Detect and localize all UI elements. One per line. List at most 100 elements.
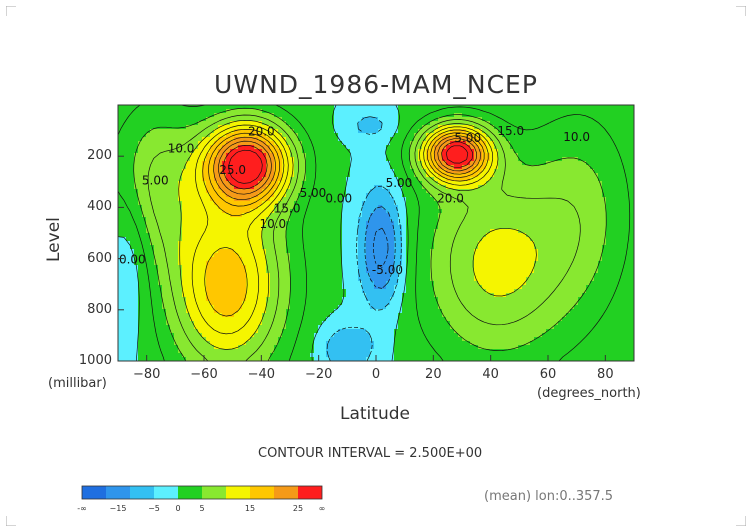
contour-fill-cell <box>582 217 587 222</box>
contour-fill-cell <box>402 233 407 238</box>
contour-fill-cell <box>290 249 295 254</box>
contour-fill-cell <box>134 137 139 142</box>
contour-fill-cell <box>466 109 471 114</box>
contour-fill-cell <box>614 201 619 206</box>
contour-fill-cell <box>618 189 623 194</box>
contour-fill-cell <box>226 217 231 222</box>
contour-fill-cell <box>586 149 591 154</box>
contour-fill-cell <box>346 241 351 246</box>
contour-fill-cell <box>606 173 611 178</box>
contour-fill-cell <box>230 185 235 190</box>
contour-fill-cell <box>286 105 291 110</box>
contour-fill-cell <box>514 217 519 222</box>
contour-fill-cell <box>290 153 295 158</box>
contour-fill-cell <box>162 157 167 162</box>
contour-fill-cell <box>138 225 143 230</box>
contour-fill-cell <box>514 137 519 142</box>
contour-fill-cell <box>122 213 127 218</box>
contour-fill-cell <box>618 161 623 166</box>
contour-fill-cell <box>270 257 275 262</box>
contour-fill-cell <box>302 209 307 214</box>
contour-fill-cell <box>382 117 387 122</box>
contour-fill-cell <box>170 189 175 194</box>
contour-fill-cell <box>314 145 319 150</box>
contour-fill-cell <box>626 121 631 126</box>
contour-fill-cell <box>426 245 431 250</box>
contour-fill-cell <box>562 133 567 138</box>
contour-fill-cell <box>282 153 287 158</box>
contour-fill-cell <box>246 121 251 126</box>
contour-fill-cell <box>402 221 407 226</box>
contour-fill-cell <box>242 109 247 114</box>
contour-fill-cell <box>514 185 519 190</box>
contour-fill-cell <box>174 245 179 250</box>
contour-fill-cell <box>566 149 571 154</box>
contour-fill-cell <box>518 161 523 166</box>
contour-fill-cell <box>234 217 239 222</box>
contour-fill-cell <box>414 121 419 126</box>
contour-fill-cell <box>382 173 387 178</box>
contour-fill-cell <box>578 121 583 126</box>
contour-fill-cell <box>626 149 631 154</box>
contour-fill-cell <box>170 181 175 186</box>
contour-fill-cell <box>226 117 231 122</box>
contour-fill-cell <box>182 169 187 174</box>
contour-fill-cell <box>514 189 519 194</box>
contour-fill-cell <box>434 105 439 110</box>
contour-fill-cell <box>190 253 195 258</box>
contour-fill-cell <box>314 257 319 262</box>
contour-fill-cell <box>530 221 535 226</box>
contour-fill-cell <box>442 257 447 262</box>
contour-fill-cell <box>482 237 487 242</box>
contour-fill-cell <box>154 117 159 122</box>
contour-fill-cell <box>338 109 343 114</box>
contour-fill-cell <box>202 157 207 162</box>
contour-fill-cell <box>330 225 335 230</box>
contour-fill-cell <box>562 177 567 182</box>
contour-fill-cell <box>534 201 539 206</box>
contour-fill-cell <box>206 141 211 146</box>
contour-fill-cell <box>330 189 335 194</box>
contour-fill-cell <box>186 181 191 186</box>
contour-fill-cell <box>414 145 419 150</box>
contour-fill-cell <box>502 129 507 134</box>
contour-fill-cell <box>414 221 419 226</box>
contour-fill-cell <box>550 233 555 238</box>
contour-fill-cell <box>466 233 471 238</box>
contour-fill-cell <box>142 233 147 238</box>
contour-fill-cell <box>266 177 271 182</box>
contour-fill-cell <box>226 185 231 190</box>
contour-fill-cell <box>450 117 455 122</box>
contour-fill-cell <box>214 169 219 174</box>
contour-fill-cell <box>250 209 255 214</box>
contour-fill-cell <box>582 201 587 206</box>
contour-fill-cell <box>526 177 531 182</box>
contour-fill-cell <box>174 109 179 114</box>
contour-fill-cell <box>526 129 531 134</box>
contour-fill-cell <box>242 137 247 142</box>
contour-fill-cell <box>442 105 447 110</box>
contour-fill-cell <box>326 205 331 210</box>
contour-fill-cell <box>134 173 139 178</box>
contour-fill-cell <box>170 169 175 174</box>
contour-fill-cell <box>418 233 423 238</box>
contour-fill-cell <box>562 237 567 242</box>
contour-fill-cell <box>198 165 203 170</box>
contour-fill-cell <box>362 105 367 110</box>
contour-fill-cell <box>394 193 399 198</box>
contour-fill-cell <box>446 257 451 262</box>
contour-fill-cell <box>218 253 223 258</box>
contour-fill-cell <box>158 241 163 246</box>
contour-fill-cell <box>338 121 343 126</box>
contour-fill-cell <box>558 213 563 218</box>
contour-fill-cell <box>518 197 523 202</box>
contour-fill-cell <box>598 209 603 214</box>
contour-fill-cell <box>298 153 303 158</box>
contour-fill-cell <box>286 173 291 178</box>
contour-fill-cell <box>398 137 403 142</box>
contour-fill-cell <box>550 197 555 202</box>
contour-fill-cell <box>562 221 567 226</box>
contour-fill-cell <box>258 157 263 162</box>
contour-fill-cell <box>534 181 539 186</box>
contour-fill-cell <box>594 253 599 258</box>
